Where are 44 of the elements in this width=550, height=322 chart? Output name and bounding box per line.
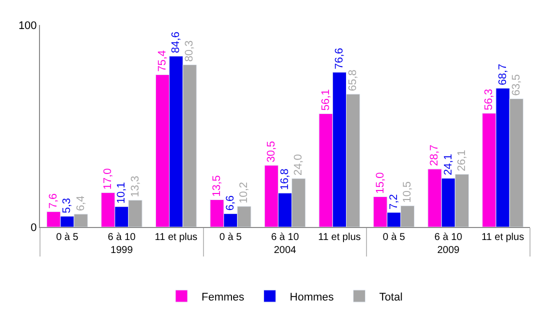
legend-label: Femmes [202, 291, 245, 304]
data-label: 56,3 [483, 88, 496, 110]
data-label: 16,8 [279, 168, 291, 190]
data-label: 65,8 [347, 70, 360, 92]
legend-label: Hommes [290, 291, 334, 304]
x-tick-label: 0 à 5 [56, 232, 79, 243]
data-label: 26,1 [456, 150, 468, 172]
data-label: 13,3 [129, 176, 142, 198]
x-tick-label: 6 à 10 [271, 232, 300, 243]
x-tick-label: 0 à 5 [219, 232, 242, 243]
data-label: 10,1 [116, 182, 128, 204]
data-label: 7,2 [388, 194, 400, 210]
data-label: 24,1 [442, 154, 454, 176]
legend-label: Total [379, 291, 403, 304]
data-label: 63,5 [510, 74, 522, 96]
data-label: 24,0 [292, 154, 305, 176]
x-tick-label: 6 à 10 [108, 232, 136, 243]
data-label: 68,7 [496, 64, 509, 86]
text: 2009 [437, 245, 460, 256]
x-tick-label: 11 et plus [154, 232, 198, 243]
data-label: 7,6 [48, 193, 60, 209]
data-label: 5,3 [61, 198, 74, 214]
data-label: 13,5 [210, 175, 223, 197]
data-label: 84,6 [170, 32, 182, 54]
data-label: 6,6 [224, 195, 237, 211]
data-label: 28,7 [428, 144, 441, 166]
data-label: 10,2 [238, 182, 250, 204]
text: 1999 [110, 245, 134, 256]
text: 2004 [274, 245, 297, 256]
data-label: 75,4 [156, 50, 168, 72]
x-tick-label: 11 et plus [481, 232, 524, 243]
data-label: 15,0 [374, 172, 386, 194]
data-label: 76,6 [333, 48, 346, 70]
data-label: 30,5 [265, 140, 278, 162]
x-tick-label: 6 à 10 [434, 232, 463, 243]
data-label: 6,4 [74, 196, 87, 212]
data-label: 56,1 [320, 89, 332, 111]
data-label: 17,0 [102, 168, 114, 190]
x-tick-label: 11 et plus [318, 232, 361, 243]
data-label: 80,3 [184, 40, 196, 62]
data-label: 10,5 [402, 181, 414, 203]
y-tick-label: 100 [18, 20, 37, 32]
x-tick-label: 0 à 5 [382, 232, 406, 243]
y-tick-label: 0 [30, 222, 37, 234]
